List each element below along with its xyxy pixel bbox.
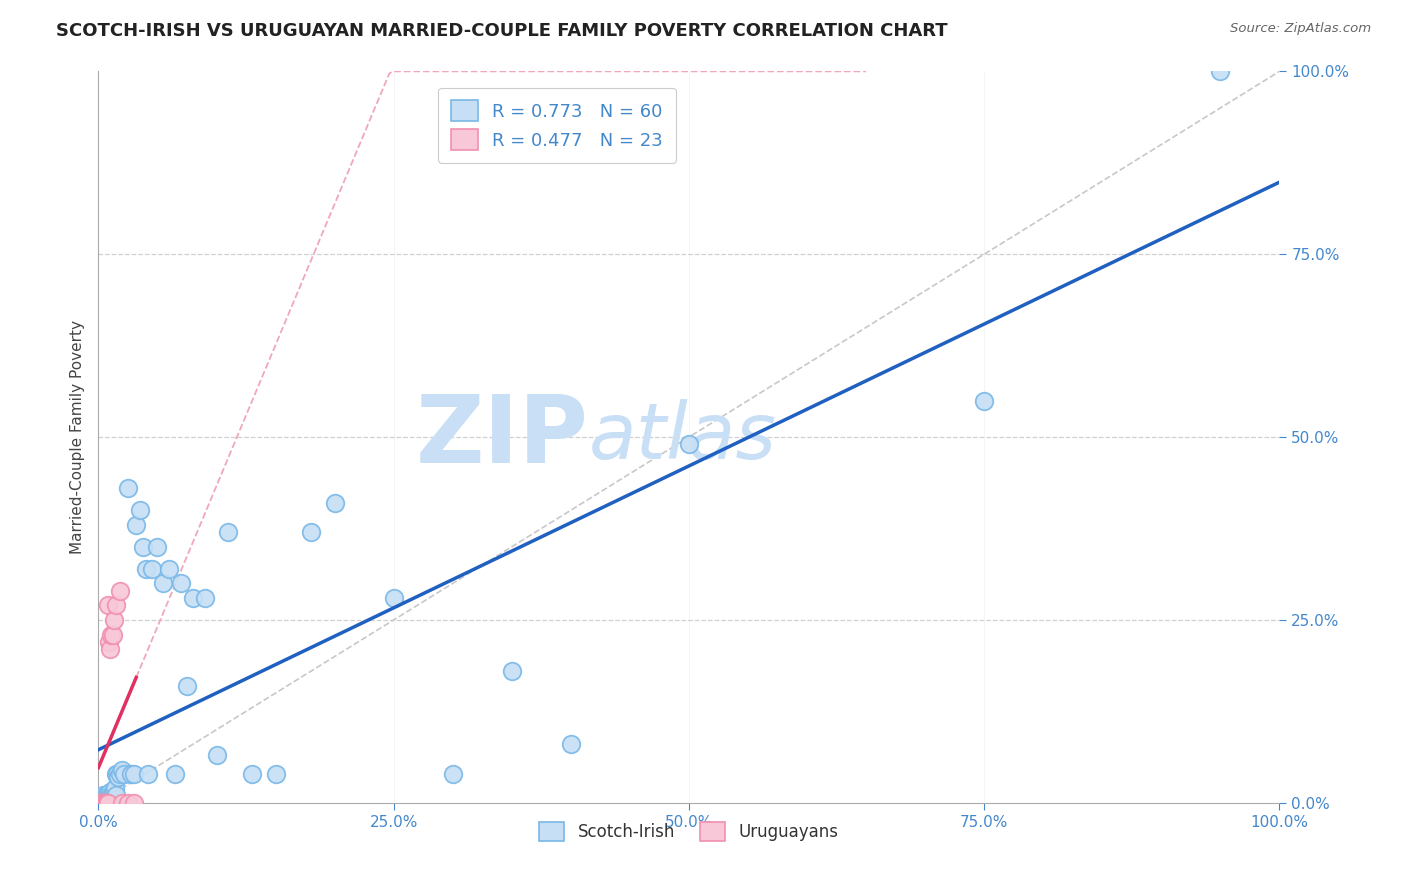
Point — [105, 766, 128, 780]
Point — [264, 766, 287, 780]
Point — [299, 525, 322, 540]
Point — [217, 525, 239, 540]
Point — [101, 627, 124, 641]
Y-axis label: Married-Couple Family Poverty: Married-Couple Family Poverty — [69, 320, 84, 554]
Point — [323, 496, 346, 510]
Text: atlas: atlas — [589, 399, 776, 475]
Point — [94, 796, 117, 810]
Point — [108, 583, 131, 598]
Point — [194, 591, 217, 605]
Point — [111, 796, 134, 810]
Point — [93, 792, 115, 806]
Point — [121, 766, 143, 780]
Point — [136, 766, 159, 780]
Point — [122, 766, 145, 780]
Text: Source: ZipAtlas.com: Source: ZipAtlas.com — [1230, 22, 1371, 36]
Text: ZIP: ZIP — [416, 391, 589, 483]
Point — [89, 796, 111, 810]
Point — [94, 789, 117, 803]
Point — [111, 763, 134, 777]
Point — [91, 796, 114, 810]
Point — [93, 796, 115, 810]
Point — [125, 517, 148, 532]
Point — [96, 796, 118, 810]
Point — [98, 789, 121, 803]
Point — [117, 796, 139, 810]
Point — [105, 789, 128, 803]
Point — [176, 679, 198, 693]
Point — [98, 785, 121, 799]
Point — [441, 766, 464, 780]
Point — [98, 635, 121, 649]
Point — [678, 437, 700, 451]
Point — [91, 796, 114, 810]
Point — [240, 766, 263, 780]
Point — [181, 591, 204, 605]
Point — [152, 576, 174, 591]
Point — [97, 789, 120, 803]
Point — [973, 393, 995, 408]
Point — [98, 642, 121, 657]
Point — [97, 796, 120, 810]
Point — [128, 503, 150, 517]
Point — [90, 796, 112, 810]
Point — [108, 766, 131, 780]
Point — [501, 664, 523, 678]
Point — [117, 481, 139, 495]
Point — [101, 785, 124, 799]
Point — [122, 796, 145, 810]
Point — [112, 766, 135, 780]
Point — [170, 576, 193, 591]
Point — [98, 796, 121, 810]
Point — [382, 591, 405, 605]
Point — [103, 785, 125, 799]
Point — [132, 540, 155, 554]
Point — [103, 613, 125, 627]
Point — [90, 796, 112, 810]
Point — [560, 737, 582, 751]
Point — [96, 796, 118, 810]
Point — [91, 796, 114, 810]
Point — [100, 789, 122, 803]
Point — [96, 796, 118, 810]
Point — [104, 781, 127, 796]
Point — [135, 562, 157, 576]
Point — [91, 789, 114, 803]
Point — [91, 796, 114, 810]
Text: SCOTCH-IRISH VS URUGUAYAN MARRIED-COUPLE FAMILY POVERTY CORRELATION CHART: SCOTCH-IRISH VS URUGUAYAN MARRIED-COUPLE… — [56, 22, 948, 40]
Point — [98, 789, 121, 803]
Legend: Scotch-Irish, Uruguayans: Scotch-Irish, Uruguayans — [531, 814, 846, 849]
Point — [205, 748, 228, 763]
Point — [101, 796, 124, 810]
Point — [97, 599, 120, 613]
Point — [93, 796, 115, 810]
Point — [90, 796, 112, 810]
Point — [93, 796, 115, 810]
Point — [146, 540, 169, 554]
Point — [96, 796, 118, 810]
Point — [97, 796, 120, 810]
Point — [165, 766, 187, 780]
Point — [107, 770, 129, 784]
Point — [105, 766, 128, 780]
Point — [94, 796, 117, 810]
Point — [100, 627, 122, 641]
Point — [98, 796, 121, 810]
Point — [1209, 64, 1232, 78]
Point — [157, 562, 180, 576]
Point — [105, 599, 128, 613]
Point — [91, 796, 114, 810]
Point — [141, 562, 163, 576]
Point — [91, 796, 114, 810]
